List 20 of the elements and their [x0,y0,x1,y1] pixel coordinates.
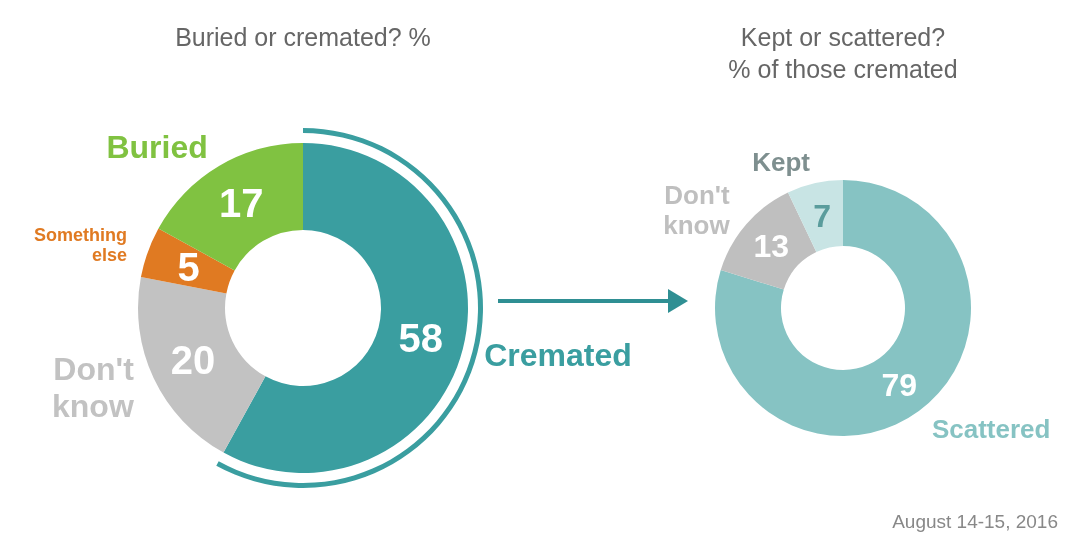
slice-label: Kept [752,146,811,177]
data-label: 20 [170,337,216,382]
chart-title: Buried or cremated? % [175,23,431,51]
slice-label: Don't know [52,351,135,425]
donut-slice [223,143,468,473]
data-label: 17 [218,181,264,226]
data-label: 58 [398,316,443,361]
text: August 14-15, 2016 [892,511,1058,532]
slice-label: Something else [34,224,128,266]
data-label: 79 [881,366,918,403]
slice-label: Scattered [931,413,1051,444]
slice-label: Cremated [484,336,632,373]
data-label: 13 [753,227,789,264]
chart-subtitle: % of those cremated [728,55,958,83]
slice-label: Buried [106,129,208,166]
slice-label: Don't know [663,179,731,240]
donut-slice [787,180,843,253]
chart-title: Kept or scattered? [740,23,946,51]
data-label: 7 [813,197,831,234]
data-label: 5 [177,244,200,289]
